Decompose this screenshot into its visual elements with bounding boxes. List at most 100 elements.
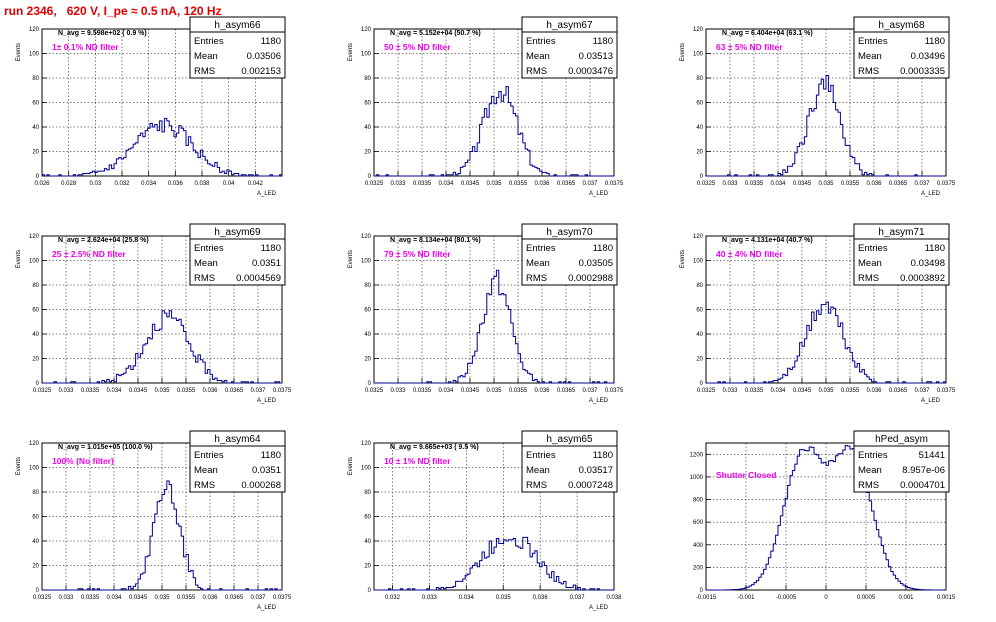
x-tick-label: 0.0345 [461,181,480,187]
stats-mean-value: 0.03513 [579,51,613,62]
stats-rms-label: RMS [526,273,547,284]
y-tick-label: 800 [693,498,704,504]
y-tick-label: 120 [29,27,40,33]
x-tick-label: 0.034 [770,181,786,187]
y-axis-title: Events [348,457,354,475]
y-tick-label: 100 [361,259,372,265]
x-tick-label: 0.035 [486,181,502,187]
stats-entries-value: 1180 [925,36,945,47]
y-tick-label: 100 [361,52,372,58]
navg-label: N_avg = 9.598e+02 ( 0.9 %) [58,30,147,37]
x-tick-label: 0.034 [770,388,786,394]
stats-rms-label: RMS [194,480,215,491]
stats-rms-value: 0.0002988 [568,273,613,284]
stats-entries-value: 1180 [593,450,613,461]
filter-annotation: 100% (No filter) [52,456,114,466]
y-tick-label: 60 [32,308,39,314]
stats-mean-label: Mean [194,51,218,62]
x-tick-label: 0.0345 [129,595,148,601]
x-tick-label: 0.033 [58,595,74,601]
stats-mean-label: Mean [858,465,882,476]
stats-rms-label: RMS [858,273,879,284]
stats-box [853,31,950,79]
histogram-line [41,117,283,177]
x-tick-label: 0.035 [154,595,170,601]
stats-entries-label: Entries [526,36,556,47]
y-axis-title: Events [348,43,354,61]
y-tick-label: 60 [32,515,39,521]
x-tick-label: 0.0365 [225,595,244,601]
histogram-line [42,310,282,384]
y-tick-label: 40 [32,539,39,545]
y-tick-label: 400 [693,543,704,549]
x-tick-label: 0.0335 [413,181,432,187]
stats-entries-label: Entries [194,243,224,254]
histogram-pad-h_asym65: 0.032 0.033 0.034 0.035 0.036 0.037 0.038 0 20 40… [348,430,622,611]
y-tick-label: 20 [696,150,703,156]
x-tick-label: 0.0375 [605,181,624,187]
y-tick-label: 60 [364,308,371,314]
x-tick-label: 0.0335 [413,388,432,394]
stats-entries-value: 1180 [593,36,613,47]
stats-title: h_asym68 [878,20,925,31]
x-tick-label: 0.037 [570,595,586,601]
y-tick-label: 0 [368,174,372,180]
stats-mean-label: Mean [526,51,550,62]
x-tick-label: 0.0335 [745,388,764,394]
x-tick-label: 0.036 [534,388,550,394]
stats-rms-value: 0.0003476 [568,66,613,77]
y-tick-label: 60 [364,101,371,107]
y-tick-label: 0 [36,588,40,594]
stats-mean-value: 0.0351 [252,258,281,269]
histogram-pad-h_asym67: 0.0325 0.033 0.0335 0.034 0.0345 0.035 0.0355 0… [348,16,624,197]
y-tick-label: 20 [364,564,371,570]
stats-entries-value: 1180 [261,36,281,47]
y-tick-label: 120 [361,27,372,33]
stats-entries-label: Entries [858,36,888,47]
stats-mean-value: 0.03498 [911,258,945,269]
histogram-pad-h_asym71: 0.0325 0.033 0.0335 0.034 0.0345 0.035 0.0355 0… [680,223,956,404]
x-tick-label: 0.034 [438,388,454,394]
x-tick-label: 0.0335 [81,388,100,394]
histogram-line [706,301,947,384]
stats-box [521,31,618,79]
x-tick-label: 0.0325 [697,388,716,394]
y-tick-label: 200 [693,565,704,571]
x-tick-label: 0.036 [533,595,549,601]
y-tick-label: 120 [29,234,40,240]
x-tick-label: -0.001 [737,595,755,601]
x-tick-label: 0.033 [390,181,406,187]
x-tick-label: 0.0365 [889,388,908,394]
x-tick-label: 0.0365 [557,388,576,394]
navg-label: N_avg = 8.134e+04 (80.1 %) [390,237,481,244]
stats-mean-value: 0.03505 [579,258,613,269]
y-tick-label: 100 [693,259,704,265]
y-tick-label: 80 [364,283,371,289]
navg-label: N_avg = 9.665e+03 ( 9.5 %) [390,444,479,451]
stats-mean-value: 0.03517 [579,465,613,476]
stats-title: h_asym69 [214,227,261,238]
x-tick-label: 0.042 [248,181,264,187]
y-tick-label: 80 [696,283,703,289]
y-tick-label: 0 [36,381,40,387]
navg-label: N_avg = 5.152e+04 (50.7 %) [390,30,481,37]
x-axis-title: A_LED [589,605,609,611]
stats-box [189,238,286,286]
x-tick-label: 0.0325 [33,595,52,601]
stats-mean-label: Mean [526,258,550,269]
stats-rms-value: 0.0004569 [236,273,281,284]
x-tick-label: 0.0325 [365,181,384,187]
x-tick-label: 0.036 [534,181,550,187]
x-tick-label: 0.0355 [177,388,196,394]
x-axis-title: A_LED [257,191,277,197]
stats-entries-label: Entries [526,243,556,254]
y-tick-label: 80 [32,76,39,82]
y-tick-label: 60 [696,308,703,314]
y-tick-label: 1000 [690,475,704,481]
y-tick-label: 0 [368,588,372,594]
filter-annotation: 50 ± 5% ND filter [384,42,451,52]
x-tick-label: 0.034 [438,181,454,187]
x-tick-label: 0.037 [250,595,266,601]
x-tick-label: 0.0365 [889,181,908,187]
stats-title: h_asym66 [214,20,261,31]
